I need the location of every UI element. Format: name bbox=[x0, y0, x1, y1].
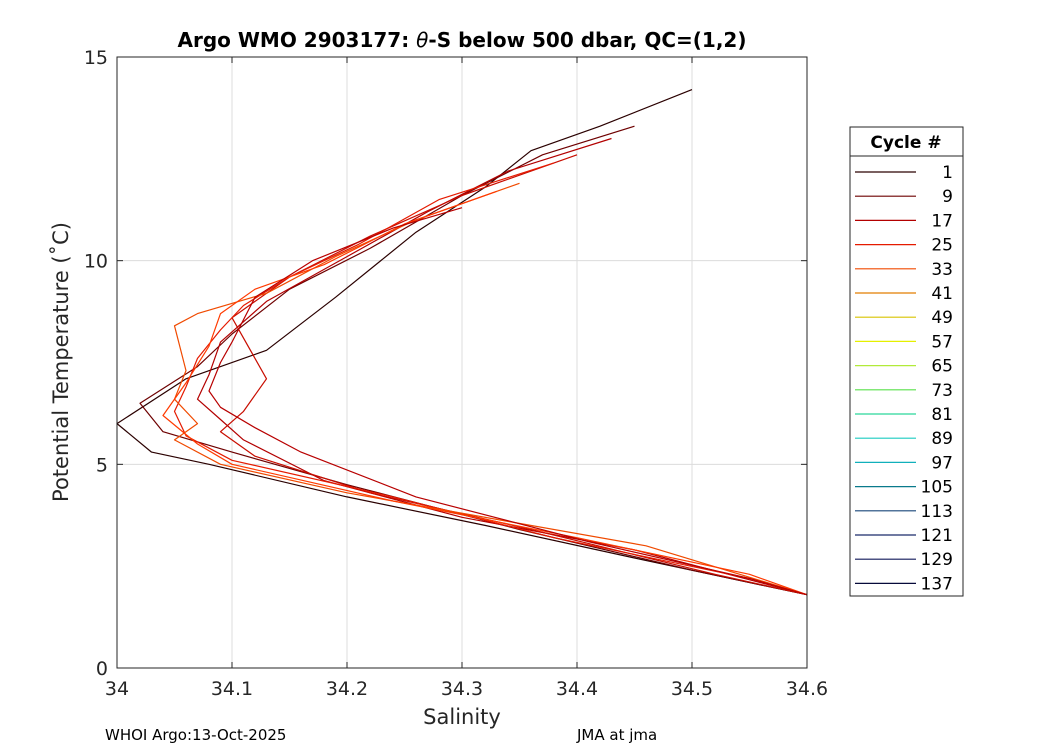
legend-label: 9 bbox=[942, 187, 953, 207]
legend-label: 41 bbox=[931, 284, 953, 304]
legend-label: 113 bbox=[921, 502, 953, 522]
series-line-5 bbox=[173, 162, 808, 596]
legend-label: 89 bbox=[931, 429, 953, 449]
y-tick-label: 0 bbox=[96, 658, 108, 680]
legend-label: 97 bbox=[931, 453, 953, 473]
legend-label: 17 bbox=[931, 211, 953, 231]
y-tick-label: 5 bbox=[96, 454, 108, 476]
x-tick-label: 34.2 bbox=[326, 678, 368, 700]
legend-label: 81 bbox=[931, 405, 953, 425]
x-tick-label: 34.3 bbox=[441, 678, 483, 700]
series-line-7 bbox=[162, 190, 808, 596]
chart-title: Argo WMO 2903177: θ-S below 500 dbar, QC… bbox=[178, 28, 747, 52]
footer-right: JMA at jma bbox=[576, 726, 657, 744]
legend-label: 49 bbox=[931, 308, 953, 328]
legend-label: 137 bbox=[921, 574, 953, 594]
legend-label: 33 bbox=[931, 260, 953, 280]
legend-label: 121 bbox=[921, 526, 953, 546]
series-line-3 bbox=[196, 137, 808, 596]
x-tick-label: 34.4 bbox=[556, 678, 598, 700]
legend-label: 65 bbox=[931, 357, 953, 377]
x-tick-label: 34 bbox=[105, 678, 129, 700]
footer-left: WHOI Argo:13-Oct-2025 bbox=[105, 726, 286, 744]
legend: Cycle # 1 9 17 25 33 41 49 57 65 73 81 89 97 105 113 12… bbox=[849, 126, 964, 597]
y-tick-label: 15 bbox=[84, 47, 108, 69]
series-layer bbox=[116, 89, 808, 596]
y-tick-label: 10 bbox=[84, 251, 108, 273]
axis-ticks: 34 34.1 34.2 34.3 34.4 34.5 34.6 0 5 10 15 bbox=[84, 47, 828, 700]
legend-label: 1 bbox=[942, 163, 953, 183]
legend-title: Cycle # bbox=[870, 133, 941, 153]
legend-entries: 1 9 17 25 33 41 49 57 65 73 81 89 97 105 113 121 129 137 bbox=[855, 163, 953, 594]
x-axis-label: Salinity bbox=[423, 705, 501, 729]
legend-label: 129 bbox=[921, 550, 953, 570]
x-tick-label: 34.1 bbox=[211, 678, 253, 700]
series-line-1 bbox=[116, 89, 808, 596]
x-tick-label: 34.5 bbox=[671, 678, 713, 700]
legend-label: 73 bbox=[931, 381, 953, 401]
legend-label: 25 bbox=[931, 236, 953, 256]
y-axis-label: Potential Temperature (˚C) bbox=[49, 222, 73, 502]
legend-label: 57 bbox=[931, 332, 953, 352]
series-line-8 bbox=[208, 207, 808, 596]
legend-box bbox=[849, 126, 964, 597]
legend-label: 105 bbox=[921, 478, 953, 498]
x-tick-label: 34.6 bbox=[786, 678, 828, 700]
theta-symbol: θ bbox=[416, 28, 428, 52]
